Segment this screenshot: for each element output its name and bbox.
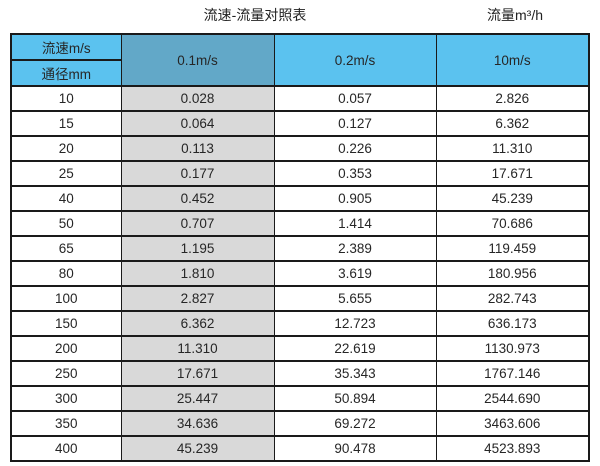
flow-value-cell: 25.447 bbox=[120, 385, 275, 412]
flow-value-cell: 0.113 bbox=[120, 135, 275, 162]
table-row: 400 45.239 90.478 4523.893 bbox=[10, 435, 590, 462]
flow-value-cell: 35.343 bbox=[273, 360, 437, 387]
column-header-10ms: 10m/s bbox=[435, 33, 590, 87]
flow-value-cell: 6.362 bbox=[120, 310, 275, 337]
velocity-header-cell: 流速m/s bbox=[10, 33, 122, 61]
flow-value-cell: 2.826 bbox=[435, 85, 590, 112]
table-row: 80 1.810 3.619 180.956 bbox=[10, 260, 590, 287]
flow-value-cell: 2544.690 bbox=[435, 385, 590, 412]
flow-value-cell: 22.619 bbox=[273, 335, 437, 362]
flow-value-cell: 119.459 bbox=[435, 235, 590, 262]
flow-value-cell: 11.310 bbox=[435, 135, 590, 162]
table-header: 流速m/s 0.1m/s 0.2m/s 10m/s 通径mm bbox=[10, 33, 590, 87]
flow-value-cell: 0.226 bbox=[273, 135, 437, 162]
flow-value-cell: 69.272 bbox=[273, 410, 437, 437]
table-row: 300 25.447 50.894 2544.690 bbox=[10, 385, 590, 412]
diameter-cell: 50 bbox=[10, 210, 122, 237]
flow-value-cell: 0.064 bbox=[120, 110, 275, 137]
flow-value-cell: 1.195 bbox=[120, 235, 275, 262]
column-header-0-2ms: 0.2m/s bbox=[273, 33, 437, 87]
table-row: 20 0.113 0.226 11.310 bbox=[10, 135, 590, 162]
flow-value-cell: 1130.973 bbox=[435, 335, 590, 362]
diameter-cell: 10 bbox=[10, 85, 122, 112]
flow-value-cell: 0.707 bbox=[120, 210, 275, 237]
diameter-cell: 350 bbox=[10, 410, 122, 437]
flow-rate-table: 流速m/s 0.1m/s 0.2m/s 10m/s 通径mm 10 0.028 0.… bbox=[10, 33, 590, 462]
table-row: 65 1.195 2.389 119.459 bbox=[10, 235, 590, 262]
flow-value-cell: 0.177 bbox=[120, 160, 275, 187]
flow-value-cell: 2.827 bbox=[120, 285, 275, 312]
flow-value-cell: 70.686 bbox=[435, 210, 590, 237]
table-row: 150 6.362 12.723 636.173 bbox=[10, 310, 590, 337]
top-bar: 流速-流量对照表 流量m³/h bbox=[0, 0, 600, 33]
diameter-cell: 25 bbox=[10, 160, 122, 187]
flow-value-cell: 636.173 bbox=[435, 310, 590, 337]
flow-value-cell: 3463.606 bbox=[435, 410, 590, 437]
diameter-cell: 250 bbox=[10, 360, 122, 387]
flow-value-cell: 34.636 bbox=[120, 410, 275, 437]
diameter-cell: 20 bbox=[10, 135, 122, 162]
diameter-cell: 65 bbox=[10, 235, 122, 262]
diameter-cell: 300 bbox=[10, 385, 122, 412]
flow-value-cell: 17.671 bbox=[435, 160, 590, 187]
table-row: 350 34.636 69.272 3463.606 bbox=[10, 410, 590, 437]
diameter-cell: 40 bbox=[10, 185, 122, 212]
table-row: 100 2.827 5.655 282.743 bbox=[10, 285, 590, 312]
flow-value-cell: 0.057 bbox=[273, 85, 437, 112]
flow-value-cell: 0.028 bbox=[120, 85, 275, 112]
table-row: 50 0.707 1.414 70.686 bbox=[10, 210, 590, 237]
flow-value-cell: 282.743 bbox=[435, 285, 590, 312]
page-title: 流速-流量对照表 bbox=[203, 7, 307, 23]
flow-value-cell: 4523.893 bbox=[435, 435, 590, 462]
flow-value-cell: 1.414 bbox=[273, 210, 437, 237]
diameter-cell: 80 bbox=[10, 260, 122, 287]
flow-value-cell: 0.353 bbox=[273, 160, 437, 187]
flow-value-cell: 5.655 bbox=[273, 285, 437, 312]
flow-value-cell: 11.310 bbox=[120, 335, 275, 362]
flow-value-cell: 0.452 bbox=[120, 185, 275, 212]
flow-value-cell: 0.127 bbox=[273, 110, 437, 137]
table-row: 15 0.064 0.127 6.362 bbox=[10, 110, 590, 137]
flow-value-cell: 45.239 bbox=[435, 185, 590, 212]
header-row-diameter: 通径mm bbox=[10, 59, 589, 87]
header-row-velocity: 流速m/s 0.1m/s 0.2m/s 10m/s bbox=[10, 33, 590, 87]
flow-value-cell: 1.810 bbox=[120, 260, 275, 287]
flow-value-cell: 17.671 bbox=[120, 360, 275, 387]
table-row: 10 0.028 0.057 2.826 bbox=[10, 85, 590, 112]
flow-unit-label: 流量m³/h bbox=[487, 7, 543, 23]
flow-value-cell: 90.478 bbox=[273, 435, 437, 462]
diameter-cell: 400 bbox=[10, 435, 122, 462]
flow-value-cell: 45.239 bbox=[120, 435, 275, 462]
table-row: 250 17.671 35.343 1767.146 bbox=[10, 360, 590, 387]
table-row: 40 0.452 0.905 45.239 bbox=[10, 185, 590, 212]
diameter-cell: 150 bbox=[10, 310, 122, 337]
flow-value-cell: 12.723 bbox=[273, 310, 437, 337]
diameter-cell: 200 bbox=[10, 335, 122, 362]
flow-value-cell: 3.619 bbox=[273, 260, 437, 287]
diameter-header-cell: 通径mm bbox=[10, 59, 122, 87]
diameter-cell: 15 bbox=[10, 110, 122, 137]
flow-value-cell: 180.956 bbox=[435, 260, 590, 287]
flow-value-cell: 0.905 bbox=[273, 185, 437, 212]
table-body: 10 0.028 0.057 2.826 15 0.064 0.127 6.362 20 0.11… bbox=[10, 85, 590, 462]
flow-value-cell: 1767.146 bbox=[435, 360, 590, 387]
flow-value-cell: 2.389 bbox=[273, 235, 437, 262]
flow-value-cell: 50.894 bbox=[273, 385, 437, 412]
flow-value-cell: 6.362 bbox=[435, 110, 590, 137]
diameter-cell: 100 bbox=[10, 285, 122, 312]
table-row: 25 0.177 0.353 17.671 bbox=[10, 160, 590, 187]
table-row: 200 11.310 22.619 1130.973 bbox=[10, 335, 590, 362]
column-header-0-1ms: 0.1m/s bbox=[120, 33, 275, 87]
